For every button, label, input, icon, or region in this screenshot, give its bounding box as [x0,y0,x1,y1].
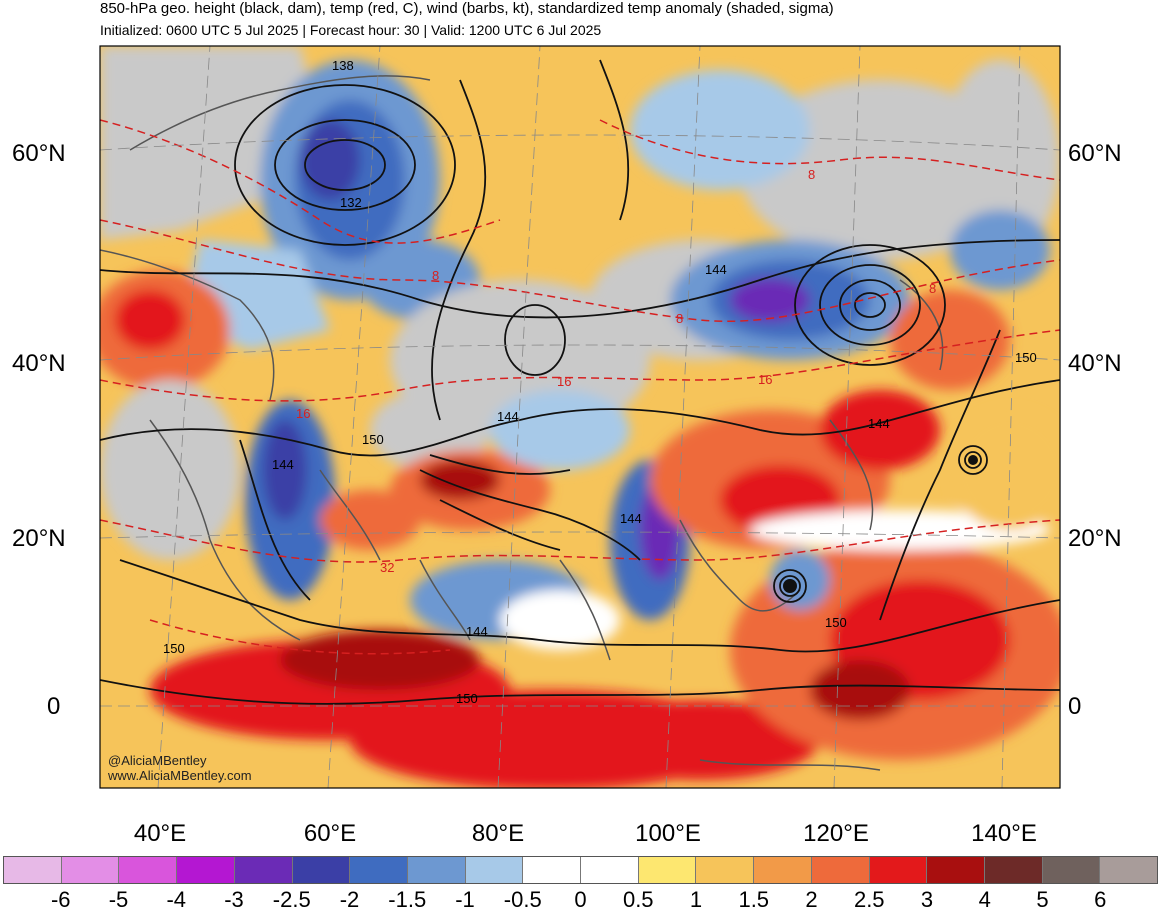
colorbar-swatch [523,857,582,883]
lat-label-right: 20°N [1068,525,1122,552]
colorbar-swatch [869,857,928,883]
height-label: 132 [340,195,362,210]
colorbar-tick-label: -6 [50,887,71,912]
colorbar-swatch [984,857,1043,883]
height-label: 144 [620,511,642,526]
typhoon-center-east [968,455,978,465]
colorbar-swatch [465,857,524,883]
colorbar-swatch [350,857,408,883]
temp-label: 16 [296,406,310,421]
lon-label: 40°E [133,820,187,847]
colorbar-swatch [1042,857,1101,883]
temp-label: 8 [929,281,936,296]
colorbar-tick-label: 6 [1094,887,1107,912]
height-label: 144 [466,624,488,639]
colorbar-swatch [811,857,870,883]
colorbar-tick-label: 0 [574,887,587,912]
colorbar-tick-label: -1 [455,887,475,912]
height-contours [100,59,1060,705]
lat-label-right: 40°N [1068,350,1122,377]
colorbar-swatch [754,857,812,883]
height-label: 144 [272,457,294,472]
colorbar-tick-label: 3 [920,887,934,912]
colorbar-swatch [61,857,120,883]
temp-label: 8 [432,268,439,283]
lat-label-left: 20°N [12,525,66,552]
temperature-contours [100,119,1060,655]
height-label: 150 [362,432,384,447]
height-label: 138 [332,58,354,73]
lon-label: 100°E [635,820,701,847]
colorbar-tick-label: -3 [224,887,244,912]
colorbar-swatch [292,857,351,883]
height-label: 144 [868,416,890,431]
colorbar-swatch [119,857,178,883]
lat-label-left: 40°N [12,350,66,377]
lat-label-left: 60°N [12,140,66,167]
map-frame [99,45,1061,789]
colorbar-swatch [4,857,62,883]
lon-label: 60°E [303,820,357,847]
height-contour-labels: 138 132 144 150 144 144 144 150 144 150 … [163,58,1037,706]
colorbar-tick-label: -2.5 [272,887,311,912]
colorbar-tick-label: 5 [1036,887,1049,912]
colorbar-tick-label: 4 [978,887,991,912]
height-label: 150 [456,691,478,706]
map-title: 850-hPa geo. height (black, dam), temp (… [100,0,834,17]
colorbar-swatch [696,857,755,883]
height-label: 150 [825,615,847,630]
colorbar-swatch [234,857,293,883]
credit-url: www.AliciaMBentley.com [108,768,252,783]
height-label: 144 [497,409,519,424]
colorbar-tick-label: 2.5 [853,887,885,912]
lon-label: 140°E [971,820,1037,847]
temp-label: 32 [380,560,394,575]
colorbar-tick-label: 2 [805,887,818,912]
colorbar-swatch [177,857,235,883]
temp-label: 16 [758,372,772,387]
colorbar-tick-label: -2 [339,887,360,912]
colorbar-tick-label: 0.5 [622,887,654,912]
temp-label: 16 [557,374,571,389]
colorbar-tick-label: -0.5 [503,887,542,912]
coastlines [100,75,944,771]
colorbar-swatch [1100,857,1158,883]
lat-label-right: 0 [1068,693,1082,720]
lon-label: 80°E [471,820,525,847]
colorbar-swatch [638,857,697,883]
colorbar-tick-label: 1 [689,887,703,912]
graticule [100,46,1060,788]
temperature-contour-labels: 8 8 8 8 16 16 16 32 [296,167,936,575]
typhoon-center-south [783,579,797,593]
colorbar-tick-label: -1.5 [388,887,427,912]
lat-label-left: 0 [47,693,61,720]
map-subtitle: Initialized: 0600 UTC 5 Jul 2025 | Forec… [100,22,602,38]
height-label: 144 [705,262,727,277]
anomaly-colorbar [3,856,1158,884]
colorbar-tick-label: 1.5 [738,887,770,912]
colorbar-swatch [407,857,466,883]
lon-label: 120°E [803,820,869,847]
temp-label: 8 [676,311,683,326]
height-label: 150 [163,641,185,656]
temp-label: 8 [808,167,815,182]
lat-label-right: 60°N [1068,140,1122,167]
colorbar-swatch [927,857,985,883]
colorbar-swatch [581,857,639,883]
colorbar-tick-label: -4 [166,887,187,912]
height-label: 150 [1015,350,1037,365]
credit-handle: @AliciaMBentley [108,753,207,768]
colorbar-tick-label: -5 [108,887,129,912]
